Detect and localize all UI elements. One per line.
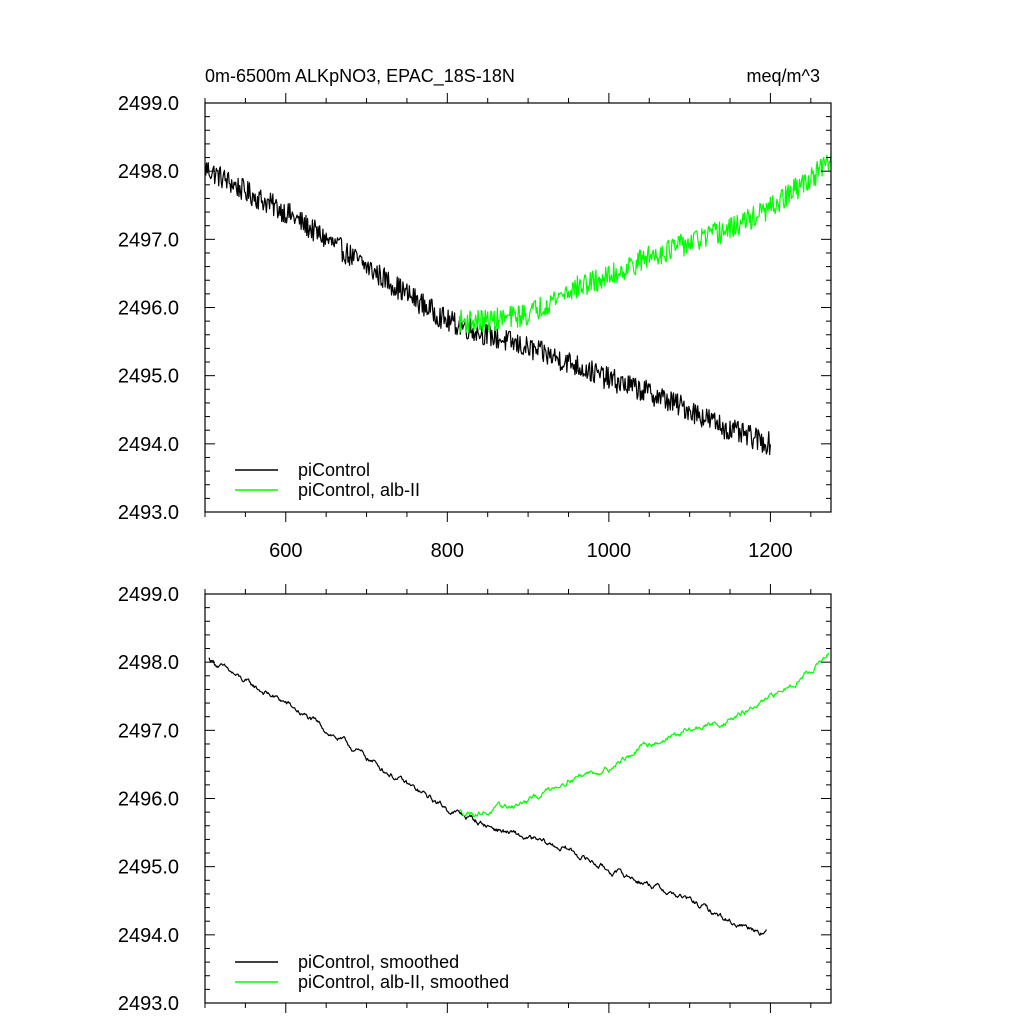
y-tick-label: 2498.0 (118, 161, 179, 183)
plot-top-series (204, 153, 832, 456)
y-tick-label: 2498.0 (118, 652, 179, 674)
plot-bottom-frame (204, 593, 832, 1004)
x-tick-label: 600 (269, 540, 302, 562)
legend-top: piControl piControl, alb-II (235, 460, 420, 500)
x-tick-label: 1000 (587, 540, 632, 562)
plot-top-ticks (204, 93, 831, 522)
x-tick-label: 1200 (748, 540, 793, 562)
plot-bottom-ylabels: 2493.0 2494.0 2495.0 2496.0 2497.0 2498.0 2499… (118, 584, 179, 1015)
series-line-picontrol (208, 657, 767, 936)
y-tick-label: 2493.0 (118, 502, 179, 524)
legend-label-picontrol: piControl (298, 460, 370, 480)
legend-label-alb-ii-smoothed: piControl, alb-II, smoothed (298, 972, 509, 992)
y-tick-label: 2499.0 (118, 93, 179, 115)
y-tick-label: 2493.0 (118, 993, 179, 1015)
series-line-picontrol (204, 162, 772, 456)
chart-top: 0m-6500m ALKpNO3, EPAC_18S-18N meq/m^3 2… (118, 66, 832, 562)
series-line-alb-ii (458, 153, 832, 333)
chart-bottom: 2493.0 2494.0 2495.0 2496.0 2497.0 2498.0 2499… (118, 584, 832, 1015)
x-tick-label: 800 (431, 540, 464, 562)
y-tick-label: 2499.0 (118, 584, 179, 606)
legend-label-picontrol-smoothed: piControl, smoothed (298, 952, 459, 972)
legend-label-alb-ii: piControl, alb-II (298, 480, 420, 500)
y-tick-label: 2496.0 (118, 298, 179, 320)
y-tick-label: 2495.0 (118, 366, 179, 388)
chart-title: 0m-6500m ALKpNO3, EPAC_18S-18N (205, 66, 515, 87)
units-label: meq/m^3 (747, 66, 820, 86)
legend-bottom: piControl, smoothed piControl, alb-II, s… (235, 952, 509, 992)
y-tick-label: 2497.0 (118, 720, 179, 742)
plot-top-ylabels: 2493.0 2494.0 2495.0 2496.0 2497.0 2498.0 2499… (118, 93, 179, 524)
plot-top-frame (204, 102, 832, 513)
y-tick-label: 2494.0 (118, 925, 179, 947)
y-tick-label: 2494.0 (118, 434, 179, 456)
plot-top-xlabels: 600 800 1000 1200 (269, 540, 793, 562)
y-tick-label: 2497.0 (118, 229, 179, 251)
y-tick-label: 2495.0 (118, 857, 179, 879)
plot-bottom-series (208, 652, 830, 936)
series-line-alb-ii (458, 652, 830, 818)
y-tick-label: 2496.0 (118, 789, 179, 811)
